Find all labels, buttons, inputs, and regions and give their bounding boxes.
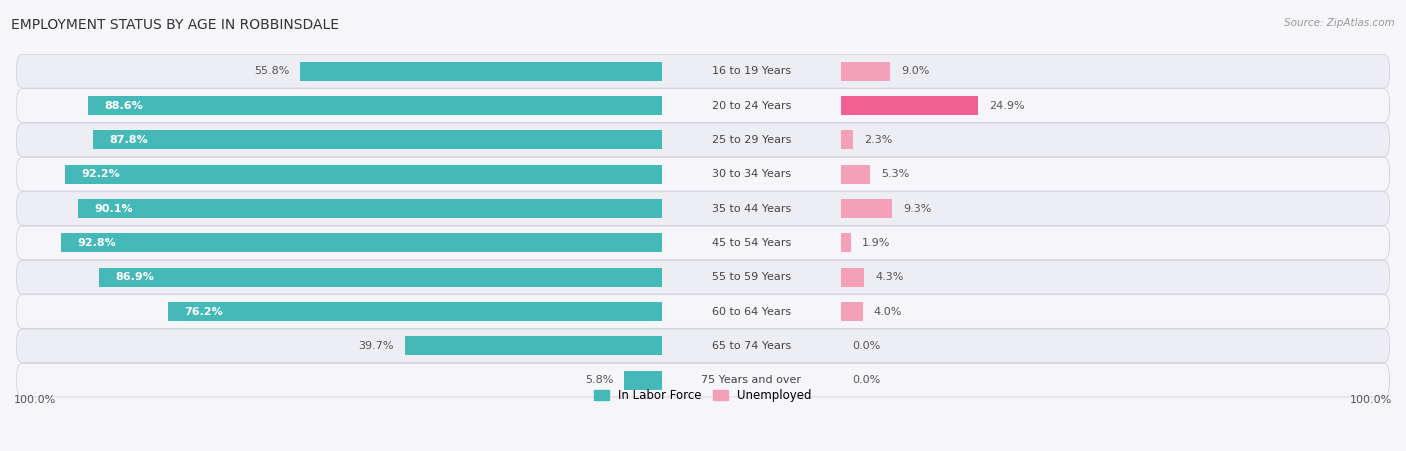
Bar xyxy=(841,62,890,81)
FancyBboxPatch shape xyxy=(17,192,1389,226)
Text: 88.6%: 88.6% xyxy=(104,101,143,110)
Bar xyxy=(841,234,851,252)
FancyBboxPatch shape xyxy=(17,123,1389,157)
Bar xyxy=(841,302,863,321)
Bar xyxy=(841,268,865,287)
Text: 55 to 59 Years: 55 to 59 Years xyxy=(711,272,790,282)
Bar xyxy=(841,165,870,184)
Bar xyxy=(65,165,662,184)
FancyBboxPatch shape xyxy=(17,226,1389,260)
Bar xyxy=(624,371,662,390)
Text: 0.0%: 0.0% xyxy=(852,341,880,351)
Text: 87.8%: 87.8% xyxy=(110,135,148,145)
Text: 90.1%: 90.1% xyxy=(94,203,134,214)
Text: 65 to 74 Years: 65 to 74 Years xyxy=(711,341,790,351)
Bar xyxy=(841,130,853,149)
Text: 100.0%: 100.0% xyxy=(1350,395,1392,405)
Text: 45 to 54 Years: 45 to 54 Years xyxy=(711,238,790,248)
Text: 75 Years and over: 75 Years and over xyxy=(702,375,801,385)
FancyBboxPatch shape xyxy=(17,295,1389,328)
Bar xyxy=(841,199,891,218)
Text: 100.0%: 100.0% xyxy=(14,395,56,405)
Text: 16 to 19 Years: 16 to 19 Years xyxy=(711,66,790,76)
Bar xyxy=(79,199,662,218)
FancyBboxPatch shape xyxy=(17,55,1389,88)
Text: EMPLOYMENT STATUS BY AGE IN ROBBINSDALE: EMPLOYMENT STATUS BY AGE IN ROBBINSDALE xyxy=(11,18,339,32)
FancyBboxPatch shape xyxy=(17,260,1389,294)
Text: 5.3%: 5.3% xyxy=(882,169,910,179)
Bar xyxy=(89,96,662,115)
FancyBboxPatch shape xyxy=(17,157,1389,191)
Text: 4.0%: 4.0% xyxy=(875,307,903,317)
Bar xyxy=(405,336,662,355)
Text: 24.9%: 24.9% xyxy=(988,101,1025,110)
Text: 25 to 29 Years: 25 to 29 Years xyxy=(711,135,792,145)
Bar xyxy=(169,302,662,321)
Bar xyxy=(841,96,979,115)
Text: 92.2%: 92.2% xyxy=(82,169,120,179)
Text: 9.3%: 9.3% xyxy=(903,203,931,214)
Text: 55.8%: 55.8% xyxy=(254,66,290,76)
FancyBboxPatch shape xyxy=(17,89,1389,122)
Text: 1.9%: 1.9% xyxy=(862,238,890,248)
FancyBboxPatch shape xyxy=(17,364,1389,397)
Text: 4.3%: 4.3% xyxy=(876,272,904,282)
Text: 92.8%: 92.8% xyxy=(77,238,115,248)
Text: 76.2%: 76.2% xyxy=(184,307,224,317)
Text: 5.8%: 5.8% xyxy=(585,375,613,385)
Text: 60 to 64 Years: 60 to 64 Years xyxy=(711,307,790,317)
Text: 39.7%: 39.7% xyxy=(359,341,394,351)
FancyBboxPatch shape xyxy=(17,329,1389,363)
Bar xyxy=(93,130,662,149)
Legend: In Labor Force, Unemployed: In Labor Force, Unemployed xyxy=(589,385,817,407)
Text: 0.0%: 0.0% xyxy=(852,375,880,385)
Bar xyxy=(98,268,662,287)
Text: 20 to 24 Years: 20 to 24 Years xyxy=(711,101,792,110)
Text: 86.9%: 86.9% xyxy=(115,272,155,282)
Text: Source: ZipAtlas.com: Source: ZipAtlas.com xyxy=(1284,18,1395,28)
Text: 2.3%: 2.3% xyxy=(865,135,893,145)
Text: 35 to 44 Years: 35 to 44 Years xyxy=(711,203,790,214)
Text: 30 to 34 Years: 30 to 34 Years xyxy=(711,169,790,179)
Bar xyxy=(60,234,662,252)
Text: 9.0%: 9.0% xyxy=(901,66,929,76)
Bar xyxy=(301,62,662,81)
